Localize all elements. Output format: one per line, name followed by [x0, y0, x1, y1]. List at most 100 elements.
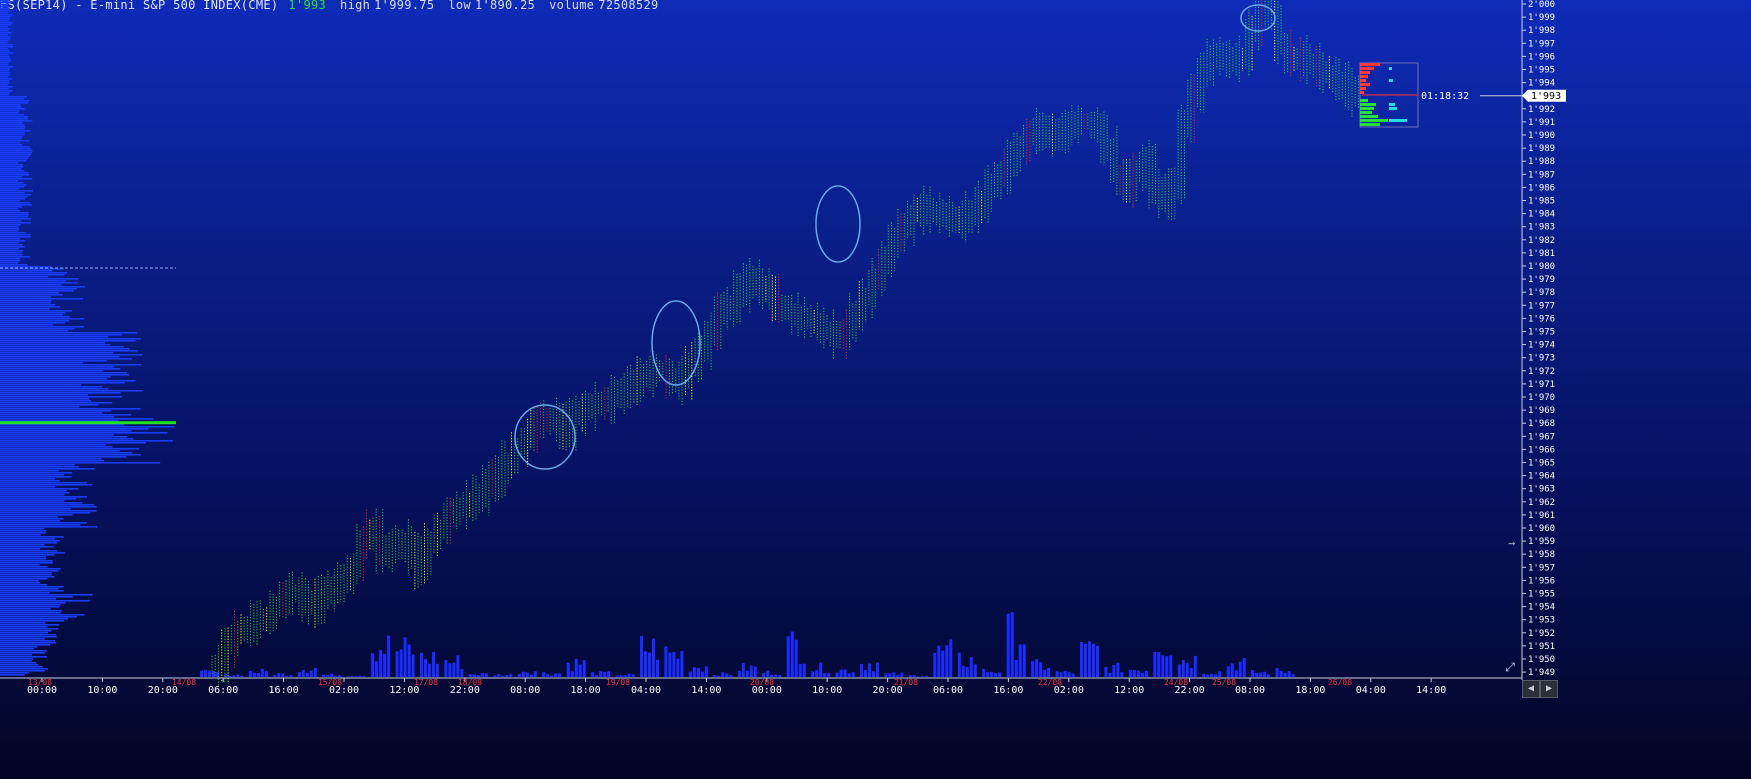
- time-tick-label: 08:00: [1235, 685, 1265, 696]
- profile-bar: [0, 506, 97, 508]
- profile-bar: [0, 230, 19, 232]
- volume-bar: [387, 635, 391, 677]
- profile-bar: [0, 444, 106, 446]
- volume-bar: [578, 664, 582, 677]
- volume-bar: [704, 666, 708, 677]
- volume-bar: [912, 675, 916, 677]
- profile-bar: [0, 604, 61, 606]
- dom-level-bar: [1360, 111, 1372, 114]
- volume-bar: [428, 663, 431, 677]
- low-value: 1'890.25: [474, 0, 536, 12]
- profile-bar: [0, 168, 22, 170]
- volume-bar: [1234, 670, 1238, 677]
- profile-bar: [0, 32, 12, 34]
- profile-bar: [0, 60, 12, 62]
- profile-bar: [0, 266, 52, 268]
- profile-bar: [0, 420, 119, 422]
- profile-bar: [0, 336, 108, 338]
- volume-bar: [753, 666, 757, 677]
- volume-bar: [961, 665, 965, 677]
- annotation-circle[interactable]: [815, 185, 861, 263]
- volume-bar: [990, 671, 994, 677]
- volume-bar: [603, 671, 607, 677]
- profile-bar: [0, 362, 83, 364]
- price-tick-label: 1'970: [1528, 393, 1555, 403]
- annotation-circle[interactable]: [514, 404, 576, 470]
- profile-bar: [0, 222, 31, 224]
- profile-bar: [0, 588, 59, 590]
- price-tick-label: 1'956: [1528, 576, 1555, 586]
- profile-bar: [0, 284, 62, 286]
- profile-bar: [0, 334, 123, 336]
- profile-bar: [0, 536, 64, 538]
- profile-bar: [0, 186, 25, 188]
- session-date-label: 15/08: [318, 678, 342, 687]
- volume-bar: [737, 670, 741, 677]
- volume-bar: [204, 669, 207, 677]
- profile-bar: [0, 498, 77, 500]
- time-axis[interactable]: 00:00 10:00 20:00 06:00 16:00 02:00 12:00 22:00…: [0, 677, 1522, 696]
- volume-bar: [1088, 641, 1091, 677]
- profile-bar: [0, 526, 98, 528]
- volume-bar: [395, 651, 399, 677]
- profile-bar: [0, 480, 60, 482]
- profile-bar: [0, 234, 31, 236]
- profile-bar: [0, 204, 32, 206]
- volume-bar: [1035, 659, 1039, 677]
- volume-bar: [501, 675, 505, 677]
- scroll-right-arrow-icon[interactable]: →: [1508, 536, 1516, 550]
- annotation-circle[interactable]: [651, 300, 701, 386]
- scroll-left-button[interactable]: ◀: [1522, 680, 1540, 698]
- annotation-circle[interactable]: [1240, 4, 1276, 32]
- profile-bar: [0, 638, 45, 640]
- profile-bar: [0, 122, 23, 124]
- session-date-label: 20/08: [750, 678, 774, 687]
- volume-bar: [1084, 643, 1087, 677]
- price-axis[interactable]: 2'0001'9991'9981'9971'9961'9951'9941'993…: [1521, 0, 1555, 680]
- volume-bar: [216, 672, 219, 677]
- profile-bar: [0, 484, 93, 486]
- profile-bar: [0, 354, 143, 356]
- profile-bar: [0, 128, 25, 130]
- profile-bar: [0, 256, 30, 258]
- dom-trade-bar: [1389, 119, 1407, 122]
- scroll-right-button[interactable]: ▶: [1540, 680, 1558, 698]
- profile-bar: [0, 226, 19, 228]
- profile-bar: [0, 490, 67, 492]
- profile-bar: [0, 244, 23, 246]
- volume-bar: [1031, 661, 1035, 677]
- volume-bar: [623, 675, 627, 677]
- profile-bar: [0, 136, 22, 138]
- volume-bar: [819, 662, 823, 677]
- volume-bar: [1067, 672, 1071, 677]
- volume-bar: [815, 670, 819, 677]
- expand-icon[interactable]: ⤢: [1505, 660, 1515, 674]
- volume-bar: [1080, 642, 1083, 677]
- volume-bar: [1230, 663, 1234, 677]
- volume-bar: [452, 662, 456, 677]
- profile-bar: [0, 426, 174, 428]
- profile-bar: [0, 516, 58, 518]
- profile-bar: [0, 358, 132, 360]
- price-tick-label: 1'990: [1528, 131, 1555, 141]
- volume-bar: [790, 631, 794, 677]
- price-tick-label: 1'999: [1528, 13, 1555, 23]
- volume-bar: [1226, 666, 1230, 677]
- high-value: 1'999.75: [374, 0, 435, 12]
- profile-bar: [0, 232, 27, 234]
- volume-bar: [1210, 673, 1214, 677]
- profile-bar: [0, 494, 65, 496]
- volume-bar: [945, 645, 949, 677]
- price-tick-label: 1'974: [1528, 341, 1555, 351]
- profile-bar: [0, 382, 125, 384]
- session-date-label: 24/08: [1164, 678, 1188, 687]
- profile-bar: [0, 54, 9, 56]
- profile-bar: [0, 114, 25, 116]
- dom-trade-bar: [1389, 103, 1395, 106]
- dom-level-bar: [1360, 87, 1366, 90]
- profile-bar: [0, 38, 11, 40]
- profile-bar: [0, 56, 10, 58]
- volume-bar: [774, 674, 778, 677]
